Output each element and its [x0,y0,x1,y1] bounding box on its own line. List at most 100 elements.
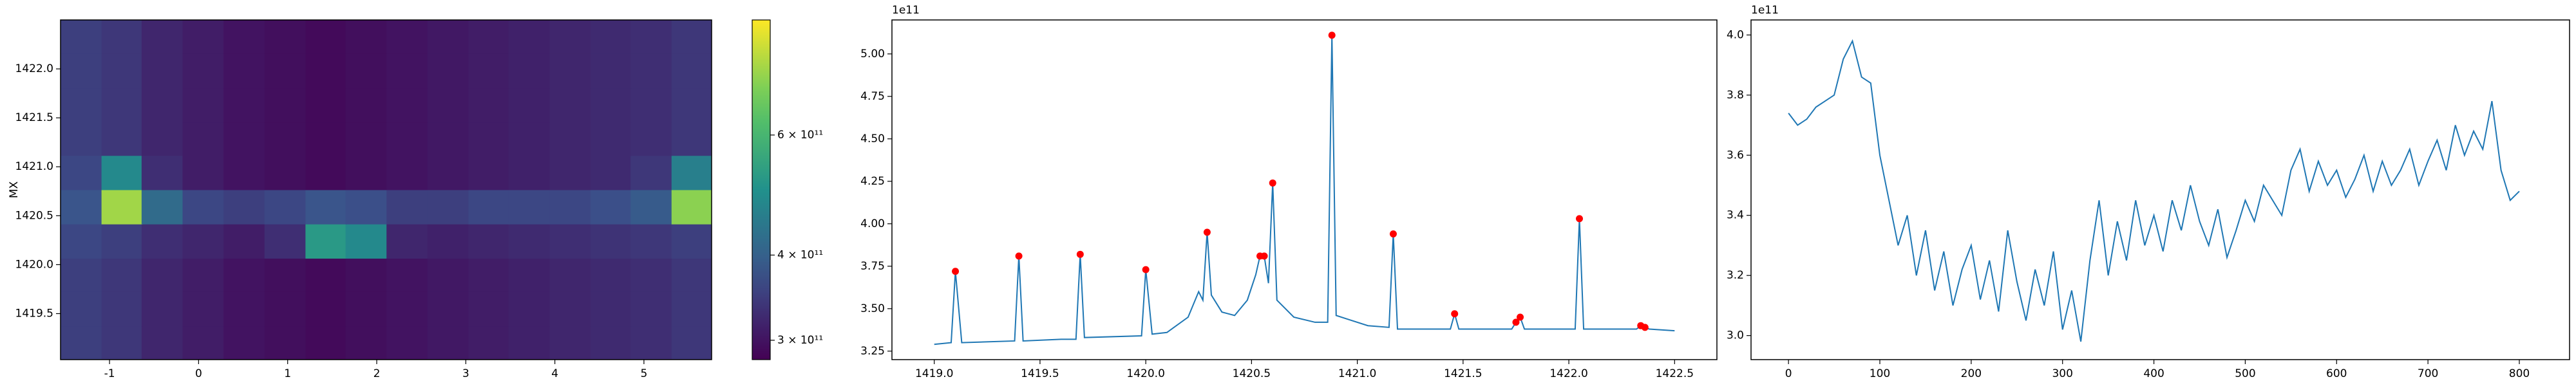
x-tick-label: 0 [1785,367,1792,380]
heatmap-cell [141,121,183,156]
y-tick-label: 1421.5 [15,111,53,124]
heatmap-cell [427,155,469,190]
heatmap-cell [101,121,143,156]
heatmap-cell [549,20,591,54]
heatmap-cell [590,326,632,360]
heatmap-cell [386,155,428,190]
x-tick-label: 5 [640,367,647,380]
colorbar-tick-label: 3 × 10¹¹ [777,334,823,347]
line [934,35,1675,345]
x-tick-label: 1419.0 [915,367,953,380]
heatmap-cell [223,121,265,156]
peak-marker [1076,250,1084,258]
heatmap-cell [141,257,183,292]
heatmap-cell [630,291,672,327]
heatmap-cell [182,87,224,123]
y-tick-label: 1420.5 [15,209,53,222]
heatmap-cell [630,326,672,360]
x-tick-label: 1420.0 [1126,367,1164,380]
heatmap-cell [427,87,469,123]
heatmap-cell [508,257,550,292]
heatmap-cell [630,121,672,156]
heatmap-cell [630,20,672,54]
heatmap-cell [549,257,591,292]
heatmap-cell [671,87,712,123]
heatmap-cell [590,155,632,190]
peak-marker [1451,310,1459,318]
y-tick-label: 3.0 [1727,329,1744,342]
heatmap-cell [468,155,510,190]
heatmap-cell [671,20,712,54]
heatmap-cell [101,20,143,54]
x-tick-label: -1 [104,367,115,380]
heatmap-cell [630,53,672,89]
heatmap-cell [386,121,428,156]
x-tick-label: 400 [2143,367,2164,380]
heatmap-cell [508,291,550,327]
heatmap-cell [182,291,224,327]
y-tick-label: 4.50 [860,133,885,145]
heatmap-cell [141,87,183,123]
heatmap-cell [549,224,591,259]
heatmap-cell [630,155,672,190]
heatmap-cell [508,87,550,123]
heatmap-cell [549,87,591,123]
axes-frame [60,19,712,360]
heatmap-cell [590,87,632,123]
heatmap-cell [508,53,550,89]
peak-marker [1328,32,1336,39]
x-tick-label: 1421.0 [1338,367,1376,380]
heatmap-cell [264,326,306,360]
heatmap-cell [630,224,672,259]
heatmap-cell [508,20,550,54]
y-tick-label: 1421.0 [15,160,53,173]
x-tick-label: 2 [374,367,381,380]
heatmap-cell [223,326,265,360]
heatmap-cell [223,257,265,292]
axes-frame [891,19,1718,360]
peak-marker [1641,324,1649,331]
heatmap-cell [386,291,428,327]
heatmap-cell [141,326,183,360]
heatmap-cell [61,326,102,360]
y-tick-label: 1419.5 [15,307,53,320]
heatmap-cell [182,155,224,190]
x-tick-label: 200 [1961,367,1982,380]
heatmap-cell [141,155,183,190]
x-tick-label: 1 [284,367,291,380]
heatmap-cell [549,291,591,327]
heatmap-cell [101,190,143,225]
heatmap-cell [101,53,143,89]
heatmap-cell [590,20,632,54]
heatmap-cell [101,326,143,360]
heatmap-cell [61,224,102,259]
peak-marker [1269,179,1276,187]
heatmap-cell [141,190,183,225]
heatmap-cell [141,53,183,89]
heatmap-cell [61,291,102,327]
heatmap-cell [305,155,347,190]
y-tick-label: 3.6 [1727,149,1744,161]
heatmap-cell [345,20,387,54]
heatmap-cell [223,53,265,89]
heatmap-cell [427,257,469,292]
heatmap-cell [305,20,347,54]
x-tick-label: 600 [2326,367,2347,380]
heatmap-cell [305,53,347,89]
heatmap-cell [427,190,469,225]
heatmap-cell [223,291,265,327]
heatmap-cell [101,224,143,259]
heatmap-cell [386,53,428,89]
heatmap-cell [386,190,428,225]
heatmap-cell [305,87,347,123]
x-tick-label: 1419.5 [1021,367,1059,380]
heatmap-cell [223,20,265,54]
y-tick-label: 3.75 [860,260,885,273]
heatmap-cell [671,224,712,259]
x-tick-label: 0 [195,367,202,380]
heatmap-cell [590,190,632,225]
heatmap-cell [630,190,672,225]
heatmap-cell [264,121,306,156]
heatmap-cell [345,155,387,190]
